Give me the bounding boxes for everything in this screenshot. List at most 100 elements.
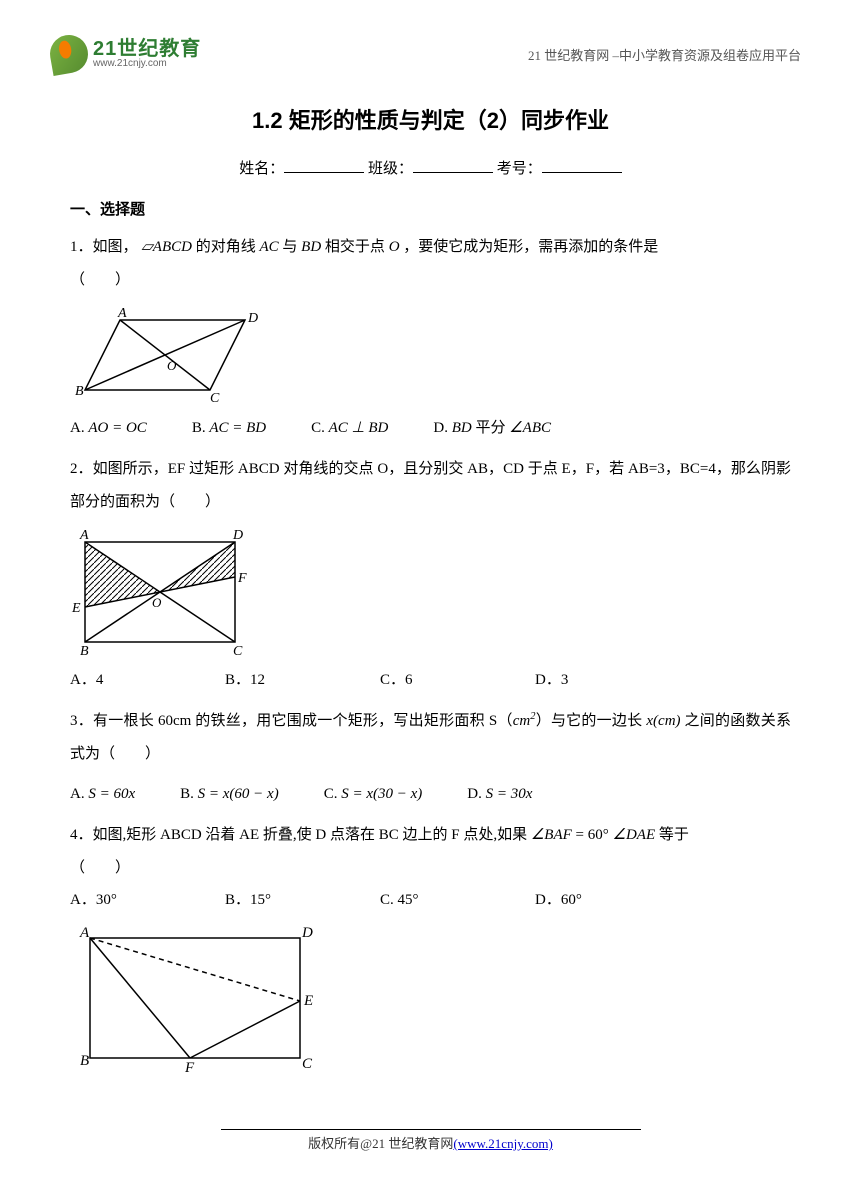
q4-paren: （ ） bbox=[70, 852, 791, 885]
q1-optB-label: B. bbox=[192, 420, 206, 436]
q1-abcd: ▱ABCD bbox=[141, 239, 192, 255]
svg-text:C: C bbox=[302, 1056, 313, 1072]
q1-t2: 的对角线 bbox=[196, 239, 260, 255]
svg-text:E: E bbox=[71, 601, 81, 616]
question-1: 1．如图， ▱ABCD 的对角线 AC 与 BD 相交于点 O ，要使它成为矩形… bbox=[70, 231, 791, 443]
q1-optC: C. AC ⊥ BD bbox=[311, 413, 388, 443]
q1-optD: D. BD 平分 ∠ABC bbox=[433, 413, 551, 443]
q3-cm: cm bbox=[513, 713, 531, 729]
question-4: 4．如图,矩形 ABCD 沿着 AE 折叠,使 D 点落在 BC 边上的 F 点… bbox=[70, 819, 791, 1073]
q1-optC-label: C. bbox=[311, 420, 325, 436]
section-header: 一、选择题 bbox=[70, 198, 791, 219]
q3-optB-math: S = x(60 − x) bbox=[198, 786, 279, 802]
svg-text:A: A bbox=[117, 306, 127, 321]
question-3: 3．有一根长 60cm 的铁丝，用它围成一个矩形，写出矩形面积 S（cm2）与它… bbox=[70, 705, 791, 809]
q4-t2: 等于 bbox=[655, 827, 689, 843]
logo-text: 21世纪教育 www.21cnjy.com bbox=[93, 39, 201, 69]
q1-optD-angle: ∠ABC bbox=[509, 420, 551, 436]
svg-text:C: C bbox=[210, 391, 220, 405]
q4-figure: A D B C E F bbox=[70, 923, 791, 1073]
q1-optC-math: AC ⊥ BD bbox=[329, 420, 389, 436]
q1-optD-mid: 平分 bbox=[472, 420, 510, 436]
q1-optA-math: AO = OC bbox=[88, 420, 146, 436]
q3-optD-math: S = 30x bbox=[486, 786, 533, 802]
q1-t4: 与 bbox=[282, 239, 301, 255]
q2-options: A．4 B．12 C．6 D．3 bbox=[70, 665, 791, 695]
footer-text: 版权所有@21 世纪教育网 bbox=[308, 1136, 453, 1151]
q4-options: A．30° B．15° C. 45° D．60° bbox=[70, 885, 791, 915]
class-label: 班级： bbox=[368, 161, 413, 177]
footer-link[interactable]: (www.21cnjy.com) bbox=[453, 1136, 552, 1151]
logo-area: 21世纪教育 www.21cnjy.com bbox=[50, 35, 201, 73]
q1-t6: 相交于点 bbox=[325, 239, 389, 255]
q3-optB: B. S = x(60 − x) bbox=[180, 779, 279, 809]
q3-options: A. S = 60x B. S = x(60 − x) C. S = x(30 … bbox=[70, 779, 791, 809]
q1-o: O bbox=[389, 239, 400, 255]
page-header: 21世纪教育 www.21cnjy.com 21 世纪教育网 –中小学教育资源及… bbox=[0, 0, 861, 83]
exam-blank bbox=[542, 155, 622, 173]
q3-optC-math: S = x(30 − x) bbox=[341, 786, 422, 802]
page-footer: 版权所有@21 世纪教育网(www.21cnjy.com) bbox=[0, 1129, 861, 1152]
document-title: 1.2 矩形的性质与判定（2）同步作业 bbox=[70, 103, 791, 135]
q1-prefix: 1．如图， bbox=[70, 239, 138, 255]
q4-optD: D．60° bbox=[535, 885, 582, 915]
q4-eq: = 60° bbox=[572, 827, 609, 843]
svg-text:O: O bbox=[152, 595, 162, 610]
header-right-text: 21 世纪教育网 –中小学教育资源及组卷应用平台 bbox=[528, 45, 801, 64]
q1-options: A. AO = OC B. AC = BD C. AC ⊥ BD D. BD 平… bbox=[70, 413, 791, 443]
q4-text: 4．如图,矩形 ABCD 沿着 AE 折叠,使 D 点落在 BC 边上的 F 点… bbox=[70, 819, 791, 852]
q4-optC: C. 45° bbox=[380, 885, 490, 915]
q3-unit2: x(cm) bbox=[646, 713, 680, 729]
q4-optB: B．15° bbox=[225, 885, 335, 915]
logo-url-text: www.21cnjy.com bbox=[93, 59, 201, 69]
name-blank bbox=[284, 155, 364, 173]
q4-angle1: ∠BAF bbox=[531, 827, 572, 843]
svg-text:F: F bbox=[184, 1060, 195, 1073]
student-info-row: 姓名： 班级： 考号： bbox=[70, 155, 791, 178]
svg-text:B: B bbox=[80, 1053, 89, 1069]
q1-optB-math: AC = BD bbox=[209, 420, 266, 436]
q2-optC: C．6 bbox=[380, 665, 490, 695]
q4-angle2: ∠DAE bbox=[609, 827, 655, 843]
q1-t8: ，要使它成为矩形，需再添加的条件是 bbox=[403, 239, 658, 255]
footer-divider bbox=[221, 1129, 641, 1130]
q2-optA: A．4 bbox=[70, 665, 180, 695]
svg-text:B: B bbox=[75, 384, 84, 399]
q2-optD: D．3 bbox=[535, 665, 568, 695]
q3-t2: ）与它的一边长 bbox=[535, 713, 646, 729]
q2-optB: B．12 bbox=[225, 665, 335, 695]
q1-optA-label: A. bbox=[70, 420, 85, 436]
q1-paren: （ ） bbox=[70, 264, 791, 297]
logo-main-text: 21世纪教育 bbox=[93, 39, 201, 59]
svg-text:O: O bbox=[167, 358, 177, 373]
q3-optA-math: S = 60x bbox=[88, 786, 135, 802]
q3-optC: C. S = x(30 − x) bbox=[324, 779, 423, 809]
q1-optB: B. AC = BD bbox=[192, 413, 266, 443]
q1-figure: A D B C O bbox=[70, 305, 791, 405]
exam-label: 考号： bbox=[497, 161, 542, 177]
svg-text:D: D bbox=[247, 311, 258, 326]
svg-text:D: D bbox=[301, 925, 313, 941]
q3-optB-label: B. bbox=[180, 786, 194, 802]
svg-text:A: A bbox=[79, 528, 89, 543]
q3-t1: 3．有一根长 60cm 的铁丝，用它围成一个矩形，写出矩形面积 S（ bbox=[70, 713, 513, 729]
q4-optA: A．30° bbox=[70, 885, 180, 915]
q1-text: 1．如图， ▱ABCD 的对角线 AC 与 BD 相交于点 O ，要使它成为矩形… bbox=[70, 231, 791, 264]
q1-optA: A. AO = OC bbox=[70, 413, 147, 443]
svg-text:E: E bbox=[303, 993, 313, 1009]
q2-text: 2．如图所示，EF 过矩形 ABCD 对角线的交点 O，且分别交 AB，CD 于… bbox=[70, 453, 791, 519]
svg-text:A: A bbox=[79, 925, 90, 941]
name-label: 姓名： bbox=[239, 161, 284, 177]
q4-t1: 4．如图,矩形 ABCD 沿着 AE 折叠,使 D 点落在 BC 边上的 F 点… bbox=[70, 827, 531, 843]
q3-unit1: cm2 bbox=[513, 713, 536, 729]
svg-text:B: B bbox=[80, 644, 89, 657]
question-2: 2．如图所示，EF 过矩形 ABCD 对角线的交点 O，且分别交 AB，CD 于… bbox=[70, 453, 791, 695]
q1-optD-label: D. bbox=[433, 420, 448, 436]
svg-text:F: F bbox=[237, 571, 247, 586]
q3-optC-label: C. bbox=[324, 786, 338, 802]
q1-ac: AC bbox=[259, 239, 278, 255]
class-blank bbox=[413, 155, 493, 173]
logo-icon bbox=[47, 32, 91, 76]
q3-optA: A. S = 60x bbox=[70, 779, 135, 809]
q1-bd: BD bbox=[301, 239, 321, 255]
